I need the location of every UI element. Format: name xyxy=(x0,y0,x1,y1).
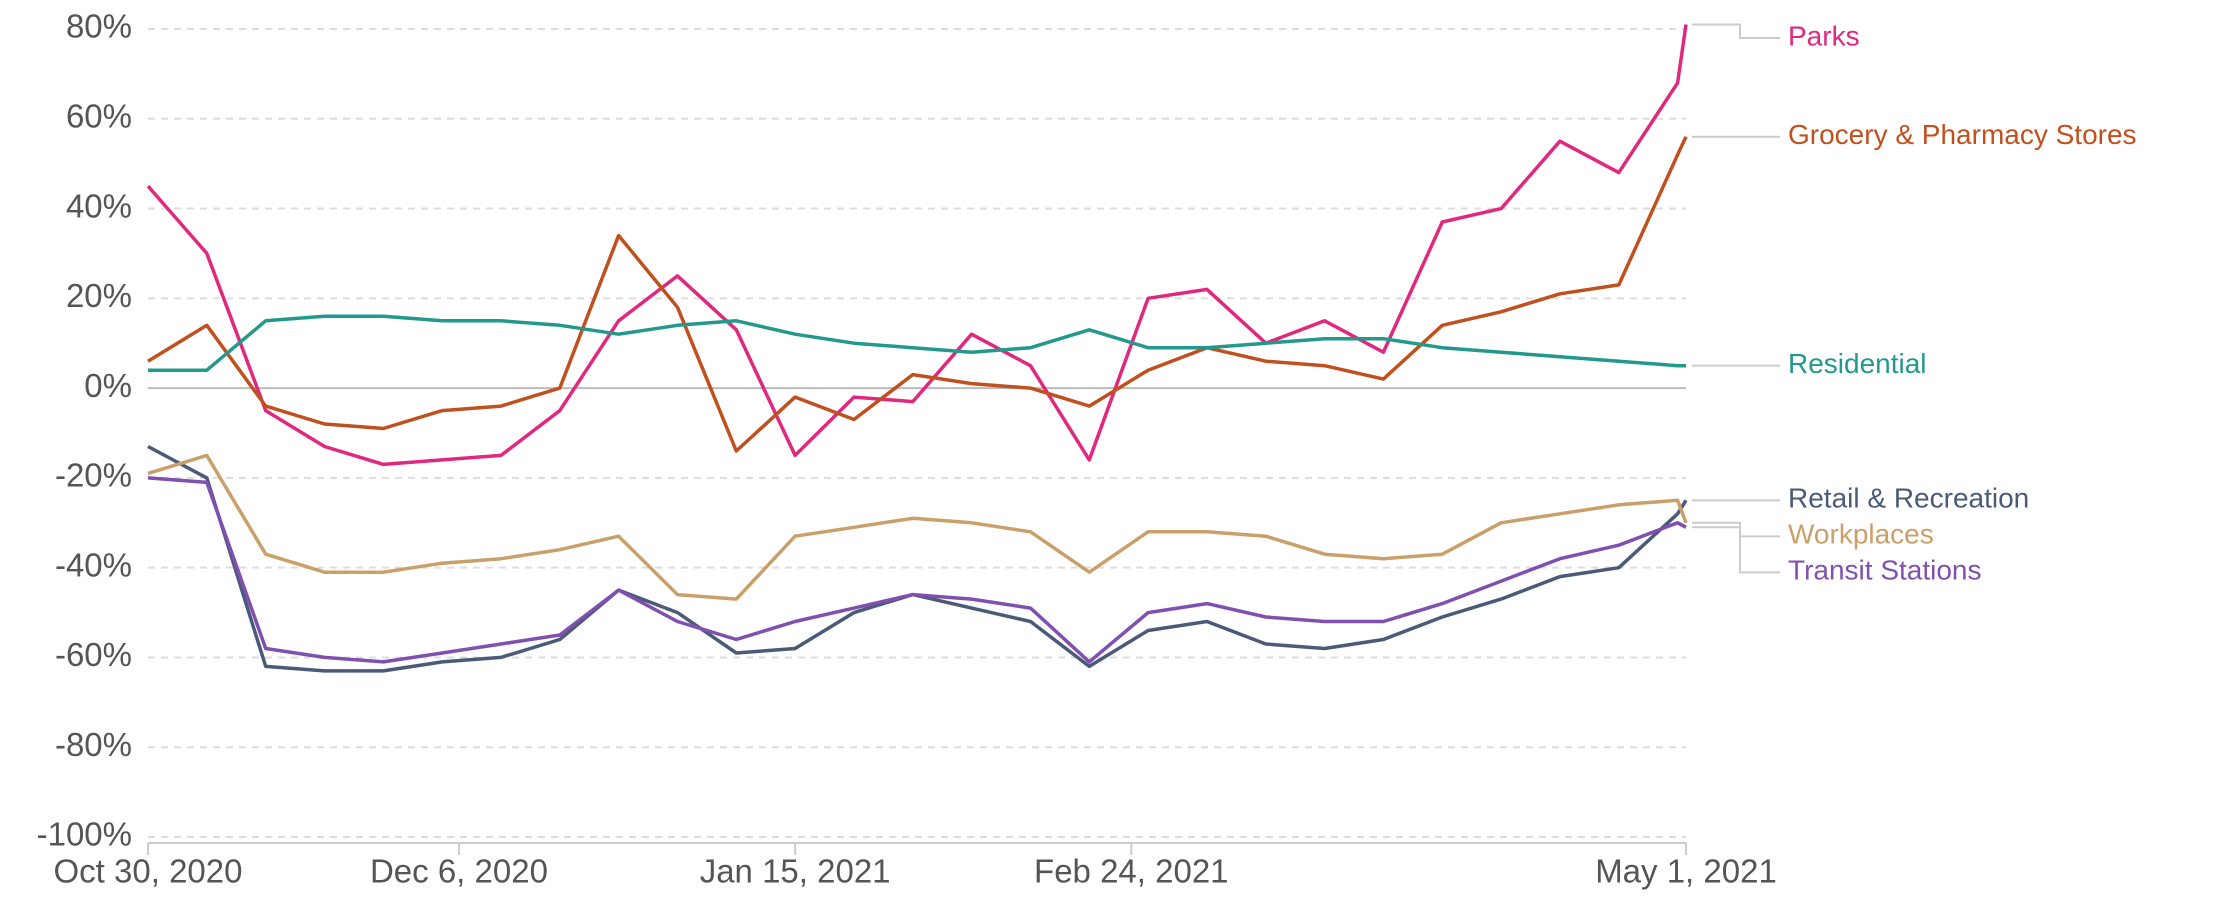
series-line xyxy=(147,453,1688,601)
series-label: Residential xyxy=(1788,348,1927,379)
series-line xyxy=(147,476,1687,664)
y-tick-label: 80% xyxy=(66,8,132,45)
series-label: Retail & Recreation xyxy=(1788,483,2029,514)
series-label: Transit Stations xyxy=(1788,555,1981,586)
y-tick-label: -80% xyxy=(55,726,132,763)
series-label: Grocery & Pharmacy Stores xyxy=(1788,119,2137,150)
x-tick-label: Dec 6, 2020 xyxy=(370,853,548,890)
label-connector xyxy=(1692,521,1780,538)
y-tick-label: 60% xyxy=(66,97,132,134)
y-tick-label: 20% xyxy=(66,277,132,314)
series-line xyxy=(147,444,1688,673)
series-line xyxy=(147,135,1688,453)
y-tick-label: -20% xyxy=(55,457,132,494)
x-tick-label: Jan 15, 2021 xyxy=(700,853,891,890)
y-tick-label: -60% xyxy=(55,636,132,673)
x-tick-label: Oct 30, 2020 xyxy=(54,853,243,890)
label-connector xyxy=(1692,23,1780,39)
y-tick-label: 0% xyxy=(84,367,132,404)
series-label: Parks xyxy=(1788,20,1860,51)
y-tick-label: 40% xyxy=(66,187,132,224)
series-line xyxy=(148,314,1686,372)
series-label: Workplaces xyxy=(1788,519,1934,550)
label-connector xyxy=(1692,526,1780,574)
series-line xyxy=(146,24,1688,467)
x-tick-label: May 1, 2021 xyxy=(1595,853,1777,890)
y-tick-label: -40% xyxy=(55,546,132,583)
x-tick-label: Feb 24, 2021 xyxy=(1034,853,1229,890)
y-tick-label: -100% xyxy=(37,816,132,853)
